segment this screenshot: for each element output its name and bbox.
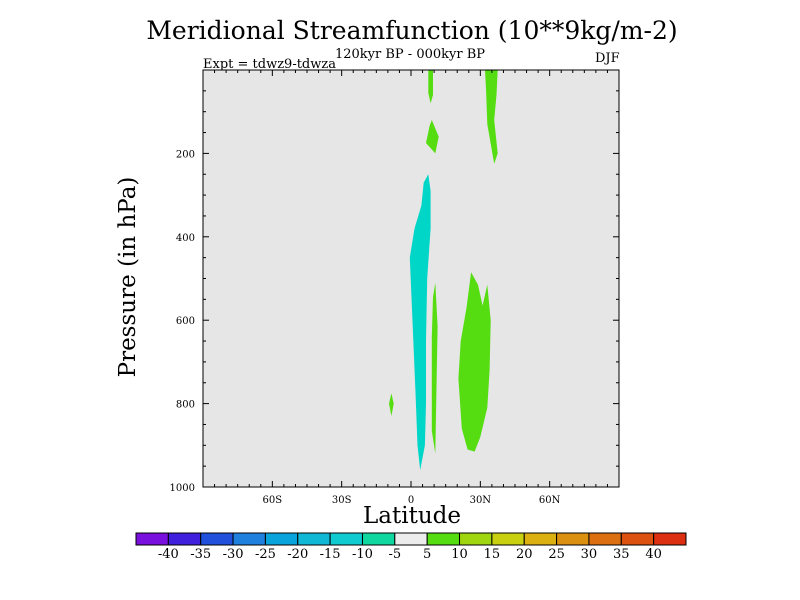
colorbar-swatch	[297, 532, 331, 546]
y-tick-label: 200	[176, 149, 195, 160]
colorbar-label: -35	[190, 547, 211, 562]
chart-title: Meridional Streamfunction (10**9kg/m-2)	[146, 16, 678, 45]
colorbar	[135, 532, 687, 546]
colorbar-swatch	[588, 532, 622, 546]
colorbar-label: 15	[484, 547, 501, 562]
colorbar-label: 5	[423, 547, 431, 562]
x-tick-label: 0	[408, 495, 414, 506]
colorbar-swatch	[556, 532, 590, 546]
colorbar-label: -20	[287, 547, 308, 562]
colorbar-label: 25	[548, 547, 565, 562]
season-label: DJF	[595, 51, 620, 66]
colorbar-label: -5	[388, 547, 401, 562]
contour-region	[431, 282, 438, 454]
colorbar-swatch	[653, 532, 687, 546]
y-tick-labels: 200 400 600 800 1000	[170, 149, 195, 494]
colorbar-swatch	[329, 532, 363, 546]
colorbar-label: 30	[581, 547, 598, 562]
contour-region	[389, 393, 394, 417]
y-tick-label: 400	[176, 233, 195, 244]
contour-region	[428, 70, 433, 104]
y-tick-label: 1000	[170, 483, 195, 494]
colorbar-swatch	[264, 532, 299, 546]
x-tick-label: 60N	[539, 495, 561, 506]
colorbar-swatch	[523, 532, 558, 546]
plot-frame	[202, 69, 620, 488]
colorbar-label: -30	[223, 547, 244, 562]
colorbar-label: -40	[158, 547, 179, 562]
contour-region	[409, 174, 431, 471]
colorbar-label: -25	[255, 547, 276, 562]
contour-region	[458, 272, 491, 452]
colorbar-swatch	[620, 532, 655, 546]
chart-subtitle: 120kyr BP - 000kyr BP	[334, 47, 486, 62]
contour-region	[426, 120, 439, 154]
colorbar-labels: -40 -35 -30 -25 -20 -15 -10 -5 5 10 15 20 25 30 35 40	[158, 547, 662, 562]
colorbar-swatch	[200, 532, 234, 546]
colorbar-label: 35	[613, 547, 630, 562]
colorbar-swatch	[135, 532, 169, 546]
contour-region	[485, 70, 498, 164]
colorbar-swatch	[167, 532, 202, 546]
colorbar-swatch	[426, 532, 461, 546]
experiment-label: Expt = tdwz9-tdwza	[203, 57, 336, 72]
x-tick-labels: 60S 30S 0 30N 60N	[263, 495, 561, 506]
colorbar-swatch	[361, 532, 396, 546]
x-axis-label: Latitude	[363, 503, 461, 529]
colorbar-label: -15	[320, 547, 341, 562]
colorbar-label: 10	[451, 547, 468, 562]
x-tick-label: 30N	[470, 495, 492, 506]
colorbar-swatch	[459, 532, 493, 546]
contour-regions	[389, 70, 498, 471]
colorbar-label: 40	[645, 547, 662, 562]
y-tick-label: 600	[176, 316, 195, 327]
colorbar-swatch	[394, 532, 428, 546]
y-tick-label: 800	[176, 400, 195, 411]
colorbar-swatch	[491, 532, 525, 546]
colorbar-label: 20	[516, 547, 533, 562]
x-tick-label: 60S	[263, 495, 283, 506]
colorbar-label: -10	[352, 547, 373, 562]
x-tick-label: 30S	[332, 495, 352, 506]
colorbar-swatch	[232, 532, 266, 546]
